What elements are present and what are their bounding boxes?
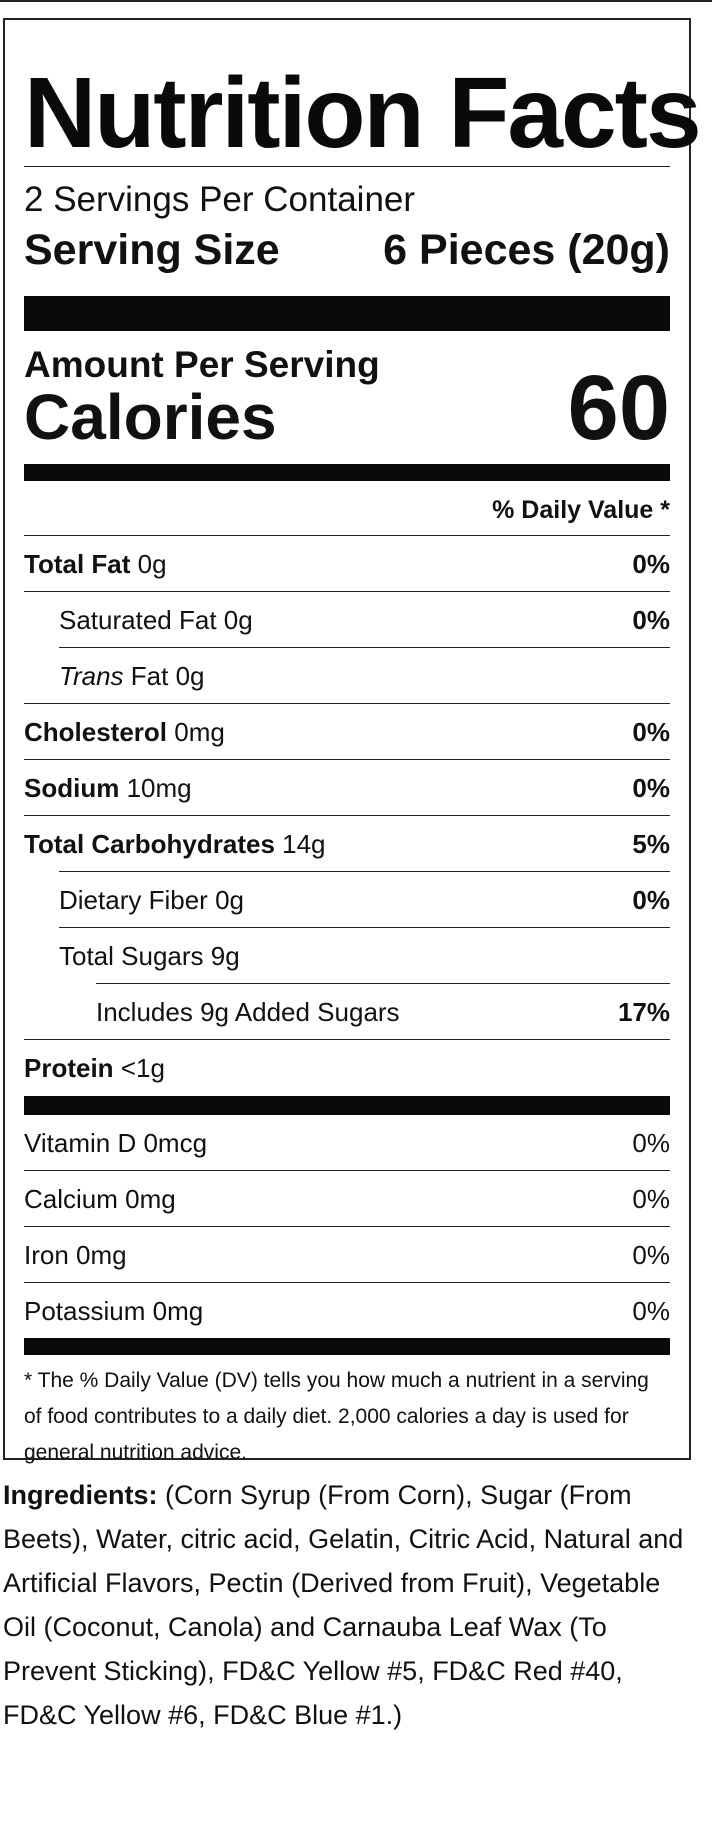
divider [24,759,670,760]
vitamin-row-calcium: Calcium 0mg 0% [24,1171,670,1226]
nutrient-name: Sodium [24,773,120,803]
divider [24,535,670,536]
nutrient-name-suffix: Fat [130,661,169,691]
nutrient-amount: 14g [282,829,326,859]
nutrient-dv: 0% [632,605,670,635]
vitamin-name: Calcium [24,1184,118,1214]
nutrient-row-cholesterol: Cholesterol 0mg 0% [24,704,670,759]
vitamin-amount: 0mcg [143,1128,208,1158]
nutrient-dv: 0% [632,773,670,803]
nutrient-name: Includes 9g Added Sugars [96,997,400,1027]
nutrient-amount: 10mg [126,773,192,803]
divider [24,1170,670,1171]
nutrient-dv: 0% [632,717,670,747]
serving-size-value: 6 Pieces (20g) [383,226,670,274]
nutrient-amount: 0g [215,885,244,915]
divider [59,647,670,648]
vitamin-amount: 0mg [152,1296,204,1326]
top-border [0,0,712,2]
nutrient-row-total-sugars: Total Sugars 9g [24,928,670,983]
vitamin-dv: 0% [632,1240,670,1270]
thick-bar [24,296,670,331]
nutrient-amount: <1g [120,1053,165,1083]
nutrient-dv: 0% [632,885,670,915]
nutrient-amount: 0g [137,549,167,579]
nutrient-row-saturated-fat: Saturated Fat 0g 0% [24,592,670,647]
nutrient-name: Cholesterol [24,717,168,747]
vitamin-dv: 0% [632,1296,670,1326]
divider [24,703,670,704]
vitamin-dv: 0% [632,1128,670,1158]
nutrient-amount: 0g [175,661,205,691]
nutrient-amount: 9g [210,941,240,971]
vitamin-amount: 0mg [76,1240,127,1270]
nutrient-name: Dietary Fiber [59,885,208,915]
nutrient-name: Total Carbohydrates [24,829,275,859]
nutrient-row-total-carbohydrates: Total Carbohydrates 14g 5% [24,816,670,871]
nutrient-row-trans-fat: Trans Fat 0g [24,648,670,703]
serving-size-label: Serving Size [24,226,280,274]
medium-bar [24,464,670,481]
vitamin-row-potassium: Potassium 0mg 0% [24,1283,670,1338]
divider [24,1039,670,1040]
serving-size-row: Serving Size 6 Pieces (20g) [24,225,670,275]
nutrient-amount: 0g [223,605,253,635]
amount-per-serving: Amount Per Serving [24,344,380,385]
daily-value-header: % Daily Value * [492,496,670,524]
nutrition-facts-panel: Nutrition Facts 2 Servings Per Container… [3,18,702,1464]
nutrient-row-total-fat: Total Fat 0g 0% [24,536,670,591]
divider [24,815,670,816]
medium-bar [24,1338,670,1355]
divider [96,983,670,984]
divider [24,1226,670,1227]
nutrient-row-dietary-fiber: Dietary Fiber 0g 0% [24,872,670,927]
nutrient-amount: 0mg [174,717,225,747]
nutrient-row-added-sugars: Includes 9g Added Sugars 17% [24,984,670,1039]
divider [24,166,670,167]
servings-per-container: 2 Servings Per Container [24,180,416,219]
calories-value: 60 [567,357,670,459]
nutrient-dv: 0% [632,549,670,579]
divider [59,871,670,872]
ingredients-statement: Ingredients: (Corn Syrup (From Corn), Su… [3,1473,693,1737]
nutrient-dv: 5% [632,829,670,859]
nutrient-row-protein: Protein <1g [24,1040,670,1095]
vitamin-row-iron: Iron 0mg 0% [24,1227,670,1282]
vitamin-row-vitamin-d: Vitamin D 0mcg 0% [24,1115,670,1170]
divider [24,591,670,592]
vitamin-dv: 0% [632,1184,670,1214]
divider [59,927,670,928]
nutrient-name: Trans [59,661,124,691]
nutrient-name: Saturated Fat [59,605,217,635]
nutrient-name: Total Fat [24,549,131,579]
medium-bar [24,1096,670,1115]
calories-label: Calories [24,381,277,453]
ingredients-text: (Corn Syrup (From Corn), Sugar (From Bee… [3,1480,684,1730]
ingredients-label: Ingredients: [3,1480,158,1510]
vitamin-amount: 0mg [125,1184,176,1214]
panel-title: Nutrition Facts [24,57,702,169]
nutrient-dv: 17% [617,997,670,1027]
vitamin-name: Iron [24,1240,69,1270]
nutrient-name: Protein [24,1053,114,1083]
nutrient-row-sodium: Sodium 10mg 0% [24,760,670,815]
divider [24,1282,670,1283]
vitamin-name: Potassium [24,1296,146,1326]
nutrient-name: Total Sugars [59,941,204,971]
daily-value-footnote: * The % Daily Value (DV) tells you how m… [24,1369,649,1464]
vitamin-name: Vitamin D [24,1128,137,1158]
